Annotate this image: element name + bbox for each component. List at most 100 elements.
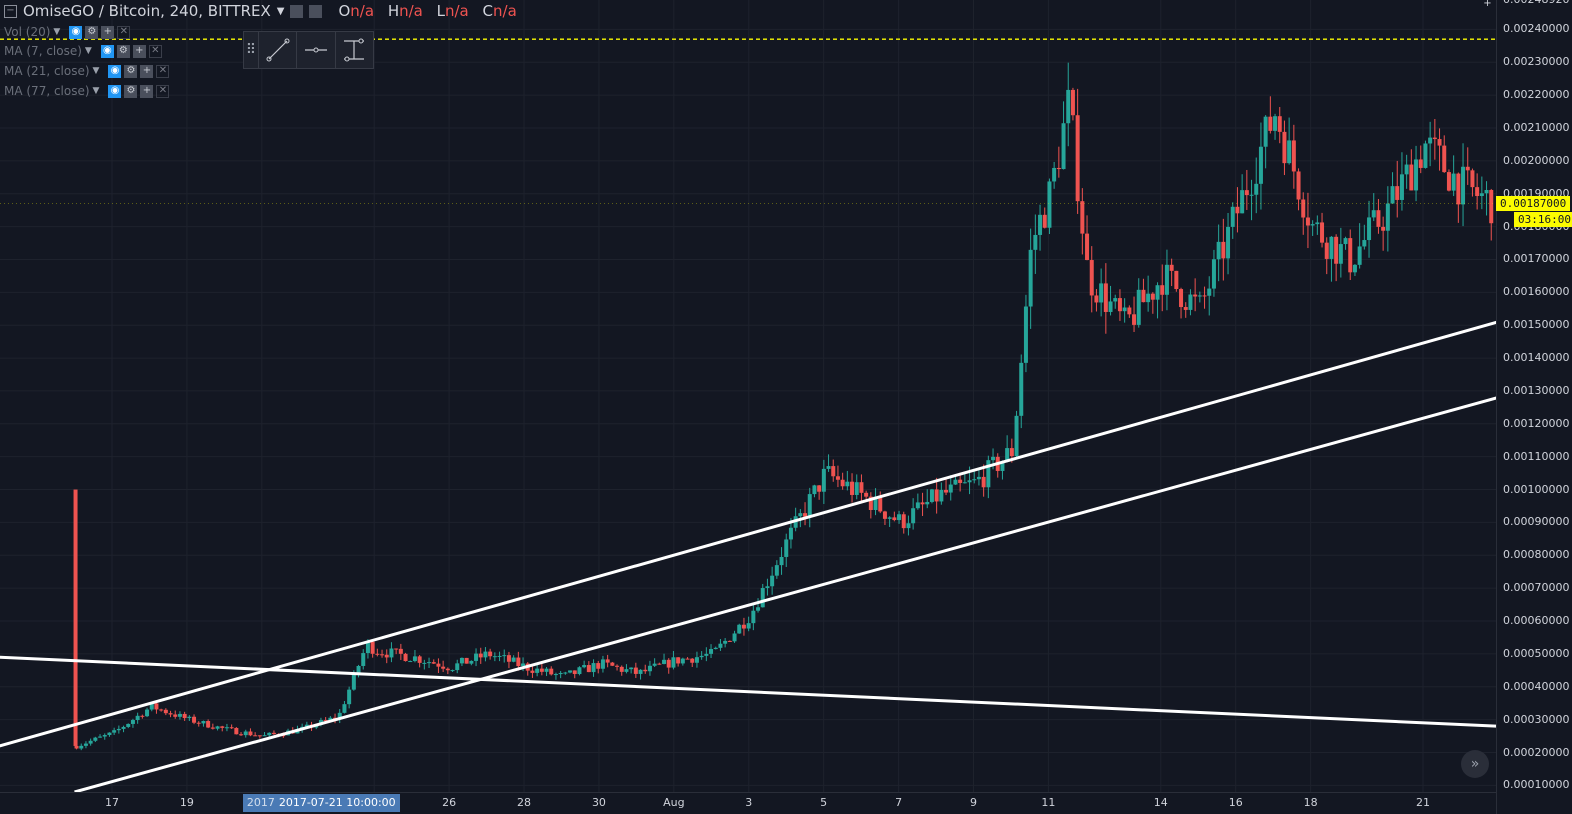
volume-bar <box>73 489 78 746</box>
candle-body <box>201 720 206 724</box>
candle <box>765 578 770 596</box>
price-tick-label: 0.00020000 <box>1503 745 1570 759</box>
candle <box>93 736 98 743</box>
candle <box>897 510 902 524</box>
candle-body <box>1268 116 1273 131</box>
close-icon[interactable]: ✕ <box>148 44 162 58</box>
close-icon[interactable]: ✕ <box>156 64 170 78</box>
candle <box>478 647 483 664</box>
chart-pane[interactable] <box>0 0 1496 792</box>
chevron-down-icon[interactable]: ▼ <box>92 86 100 96</box>
candle-body <box>474 653 479 661</box>
indicator-ma-7[interactable]: MA (7, close) ▼ ◉ ⚙ + ✕ <box>4 43 162 59</box>
candle-body <box>657 663 662 665</box>
candle <box>1376 199 1381 234</box>
indicator-ma-21[interactable]: MA (21, close) ▼ ◉ ⚙ + ✕ <box>4 63 170 79</box>
close-icon[interactable]: ✕ <box>156 84 170 98</box>
chevron-down-icon[interactable]: ▼ <box>276 5 285 17</box>
gear-icon[interactable]: ⚙ <box>124 64 138 78</box>
eye-icon[interactable]: ◉ <box>108 64 122 78</box>
trend-line-drawing-3[interactable] <box>74 396 1496 792</box>
candle-body <box>727 640 732 642</box>
candle-body <box>1423 143 1428 168</box>
candle <box>1160 264 1165 312</box>
candle <box>770 566 775 595</box>
scroll-to-realtime-button[interactable]: » <box>1461 750 1489 778</box>
plus-icon[interactable]: + <box>132 44 146 58</box>
trend-line-tool[interactable] <box>259 32 298 68</box>
drawing-toolbar[interactable]: ⠿ <box>243 31 374 69</box>
candle <box>74 743 79 750</box>
gear-icon[interactable] <box>309 4 323 18</box>
gear-icon[interactable]: ⚙ <box>85 25 99 39</box>
ohlc-close-key: C <box>482 2 494 20</box>
axis-settings-icon[interactable]: + <box>1483 0 1492 9</box>
candle-body <box>1117 298 1122 312</box>
candle <box>553 672 558 680</box>
candle-body <box>1085 233 1090 261</box>
candle-body <box>1310 224 1315 226</box>
plus-icon[interactable]: + <box>140 84 154 98</box>
candle-body <box>694 657 699 663</box>
candle-body <box>1230 206 1235 227</box>
candle-body <box>1070 89 1075 116</box>
eye-icon[interactable]: ◉ <box>100 44 114 58</box>
candle-body <box>1442 145 1447 173</box>
candle <box>1305 192 1310 249</box>
candle-body <box>1329 236 1334 259</box>
candle <box>1428 121 1433 167</box>
candle <box>1343 236 1348 250</box>
candle <box>779 547 784 575</box>
candle <box>591 659 596 677</box>
candle-body <box>563 672 568 674</box>
close-icon[interactable]: ✕ <box>117 25 131 39</box>
candle <box>1277 107 1282 144</box>
candle-body <box>206 720 211 728</box>
bar-countdown-label: 03:16:00 <box>1514 211 1572 227</box>
price-axis[interactable]: 0.00010000 0.00020000 0.00030000 0.00040000… <box>1496 0 1572 814</box>
gear-icon[interactable]: ⚙ <box>124 84 138 98</box>
collapse-legend-icon[interactable]: − <box>4 4 17 18</box>
last-price-label: 0.00187000 <box>1496 195 1571 211</box>
trend-line-icon <box>266 38 290 62</box>
candle <box>206 719 211 729</box>
chevron-down-icon[interactable]: ▼ <box>84 46 92 56</box>
plus-icon[interactable]: + <box>101 25 115 39</box>
trend-line-drawing-2[interactable] <box>0 320 1496 748</box>
candle <box>1367 200 1372 258</box>
eye-icon[interactable]: ◉ <box>108 84 122 98</box>
eye-icon[interactable]: ◉ <box>69 25 83 39</box>
candle <box>1061 101 1066 170</box>
candle-body <box>1127 307 1132 315</box>
indicator-vol[interactable]: Vol (20) ▼ ◉ ⚙ + ✕ <box>4 24 131 40</box>
candle-body <box>925 501 930 505</box>
price-tick-label: 0.00090000 <box>1503 515 1570 529</box>
gear-icon[interactable]: ⚙ <box>116 44 130 58</box>
candle <box>1456 172 1461 223</box>
symbol-title[interactable]: OmiseGO / Bitcoin, 240, BITTREX <box>23 2 271 20</box>
candle-body <box>1484 189 1489 194</box>
candle-body <box>826 466 831 469</box>
candle <box>1127 305 1132 318</box>
candle <box>135 712 140 724</box>
candle <box>98 734 103 738</box>
plus-icon[interactable]: + <box>140 64 154 78</box>
candle-body <box>850 481 855 495</box>
candle <box>1385 186 1390 252</box>
chart-legend: − OmiseGO / Bitcoin, 240, BITTREX ▼ On/a… <box>4 2 526 20</box>
candle <box>1146 275 1151 312</box>
horizontal-line-tool[interactable] <box>297 32 336 68</box>
candle-body <box>1056 167 1061 170</box>
candle-body <box>1122 307 1127 312</box>
drag-handle-icon[interactable]: ⠿ <box>244 32 259 68</box>
chevron-down-icon[interactable]: ▼ <box>92 66 100 76</box>
indicator-ma-77[interactable]: MA (77, close) ▼ ◉ ⚙ + ✕ <box>4 83 170 99</box>
candle <box>1230 202 1235 239</box>
trend-line-drawing-1[interactable] <box>0 655 1496 728</box>
time-axis[interactable]: 17192124262830Aug3579111416182120172017-… <box>0 792 1496 814</box>
price-range-tool[interactable] <box>336 32 373 68</box>
candle-body <box>967 480 972 483</box>
settings-icon[interactable] <box>290 4 304 18</box>
candlestick-chart[interactable] <box>0 0 1496 792</box>
chevron-down-icon[interactable]: ▼ <box>53 27 61 37</box>
